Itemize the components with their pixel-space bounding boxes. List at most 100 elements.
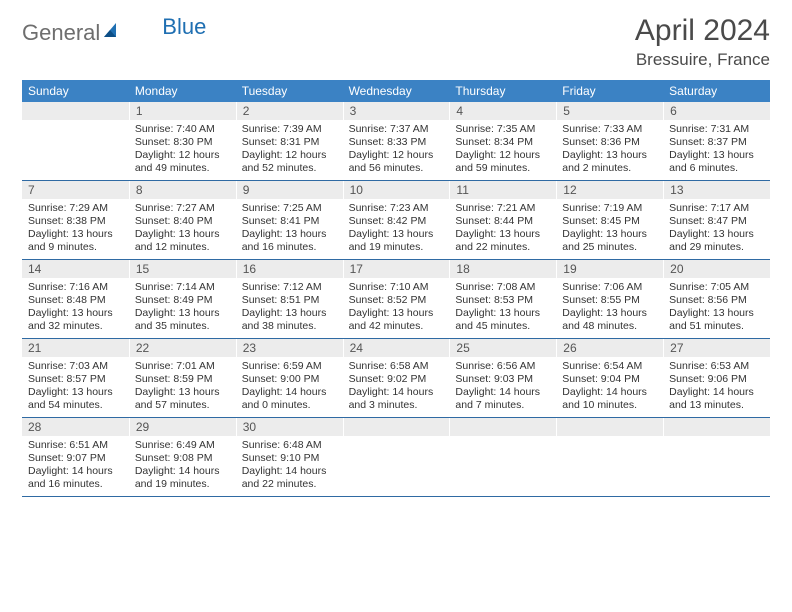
daylight-text: Daylight: 13 hours and 51 minutes.	[669, 307, 764, 333]
day-body: Sunrise: 7:08 AMSunset: 8:53 PMDaylight:…	[449, 278, 556, 338]
day-header-tue: Tuesday	[236, 80, 343, 102]
sunset-text: Sunset: 8:30 PM	[135, 136, 230, 149]
sunset-text: Sunset: 8:36 PM	[562, 136, 657, 149]
daylight-text: Daylight: 14 hours and 3 minutes.	[349, 386, 444, 412]
day-cell: 15Sunrise: 7:14 AMSunset: 8:49 PMDayligh…	[129, 260, 236, 338]
day-body: Sunrise: 7:17 AMSunset: 8:47 PMDaylight:…	[663, 199, 770, 259]
sunset-text: Sunset: 8:59 PM	[135, 373, 230, 386]
day-body: Sunrise: 7:37 AMSunset: 8:33 PMDaylight:…	[343, 120, 450, 180]
sunset-text: Sunset: 8:44 PM	[455, 215, 550, 228]
day-number: 18	[449, 260, 556, 278]
day-cell: 9Sunrise: 7:25 AMSunset: 8:41 PMDaylight…	[236, 181, 343, 259]
day-cell: 6Sunrise: 7:31 AMSunset: 8:37 PMDaylight…	[663, 102, 770, 180]
sunset-text: Sunset: 9:04 PM	[562, 373, 657, 386]
day-body: Sunrise: 6:48 AMSunset: 9:10 PMDaylight:…	[236, 436, 343, 496]
day-header-sun: Sunday	[22, 80, 129, 102]
day-body: Sunrise: 6:54 AMSunset: 9:04 PMDaylight:…	[556, 357, 663, 417]
day-number: 12	[556, 181, 663, 199]
day-body: Sunrise: 6:59 AMSunset: 9:00 PMDaylight:…	[236, 357, 343, 417]
day-cell	[22, 102, 129, 180]
daylight-text: Daylight: 12 hours and 56 minutes.	[349, 149, 444, 175]
sunset-text: Sunset: 9:00 PM	[242, 373, 337, 386]
sunrise-text: Sunrise: 7:16 AM	[28, 281, 123, 294]
day-body: Sunrise: 7:01 AMSunset: 8:59 PMDaylight:…	[129, 357, 236, 417]
day-body: Sunrise: 6:58 AMSunset: 9:02 PMDaylight:…	[343, 357, 450, 417]
sunrise-text: Sunrise: 7:06 AM	[562, 281, 657, 294]
sunset-text: Sunset: 9:06 PM	[669, 373, 764, 386]
daylight-text: Daylight: 12 hours and 49 minutes.	[135, 149, 230, 175]
day-number: 11	[449, 181, 556, 199]
day-number: 10	[343, 181, 450, 199]
daylight-text: Daylight: 13 hours and 54 minutes.	[28, 386, 123, 412]
day-cell: 7Sunrise: 7:29 AMSunset: 8:38 PMDaylight…	[22, 181, 129, 259]
day-number: 28	[22, 418, 129, 436]
sunrise-text: Sunrise: 7:35 AM	[455, 123, 550, 136]
day-cell: 26Sunrise: 6:54 AMSunset: 9:04 PMDayligh…	[556, 339, 663, 417]
day-cell: 17Sunrise: 7:10 AMSunset: 8:52 PMDayligh…	[343, 260, 450, 338]
day-cell: 3Sunrise: 7:37 AMSunset: 8:33 PMDaylight…	[343, 102, 450, 180]
day-cell: 29Sunrise: 6:49 AMSunset: 9:08 PMDayligh…	[129, 418, 236, 496]
sunset-text: Sunset: 8:55 PM	[562, 294, 657, 307]
day-number: 29	[129, 418, 236, 436]
day-cell	[449, 418, 556, 496]
sunrise-text: Sunrise: 6:54 AM	[562, 360, 657, 373]
sunrise-text: Sunrise: 7:10 AM	[349, 281, 444, 294]
sunrise-text: Sunrise: 7:27 AM	[135, 202, 230, 215]
sunset-text: Sunset: 9:03 PM	[455, 373, 550, 386]
sunset-text: Sunset: 8:33 PM	[349, 136, 444, 149]
day-cell: 2Sunrise: 7:39 AMSunset: 8:31 PMDaylight…	[236, 102, 343, 180]
day-number: 3	[343, 102, 450, 120]
sunrise-text: Sunrise: 7:29 AM	[28, 202, 123, 215]
day-body: Sunrise: 7:03 AMSunset: 8:57 PMDaylight:…	[22, 357, 129, 417]
sunrise-text: Sunrise: 7:05 AM	[669, 281, 764, 294]
day-number	[22, 102, 129, 120]
day-number: 24	[343, 339, 450, 357]
daylight-text: Daylight: 14 hours and 10 minutes.	[562, 386, 657, 412]
sunrise-text: Sunrise: 7:14 AM	[135, 281, 230, 294]
sunset-text: Sunset: 8:37 PM	[669, 136, 764, 149]
day-number: 26	[556, 339, 663, 357]
day-cell: 13Sunrise: 7:17 AMSunset: 8:47 PMDayligh…	[663, 181, 770, 259]
sunrise-text: Sunrise: 7:33 AM	[562, 123, 657, 136]
day-cell: 28Sunrise: 6:51 AMSunset: 9:07 PMDayligh…	[22, 418, 129, 496]
daylight-text: Daylight: 13 hours and 9 minutes.	[28, 228, 123, 254]
day-body: Sunrise: 7:12 AMSunset: 8:51 PMDaylight:…	[236, 278, 343, 338]
day-body: Sunrise: 7:27 AMSunset: 8:40 PMDaylight:…	[129, 199, 236, 259]
day-number: 27	[663, 339, 770, 357]
day-body: Sunrise: 7:06 AMSunset: 8:55 PMDaylight:…	[556, 278, 663, 338]
logo: General Blue	[22, 14, 206, 46]
day-body: Sunrise: 7:05 AMSunset: 8:56 PMDaylight:…	[663, 278, 770, 338]
daylight-text: Daylight: 13 hours and 29 minutes.	[669, 228, 764, 254]
daylight-text: Daylight: 13 hours and 45 minutes.	[455, 307, 550, 333]
day-number: 25	[449, 339, 556, 357]
sunset-text: Sunset: 8:52 PM	[349, 294, 444, 307]
daylight-text: Daylight: 12 hours and 59 minutes.	[455, 149, 550, 175]
sunset-text: Sunset: 9:02 PM	[349, 373, 444, 386]
day-body: Sunrise: 7:25 AMSunset: 8:41 PMDaylight:…	[236, 199, 343, 259]
daylight-text: Daylight: 14 hours and 7 minutes.	[455, 386, 550, 412]
location: Bressuire, France	[635, 50, 770, 70]
day-body: Sunrise: 7:35 AMSunset: 8:34 PMDaylight:…	[449, 120, 556, 180]
day-number: 21	[22, 339, 129, 357]
day-number: 6	[663, 102, 770, 120]
calendar: Sunday Monday Tuesday Wednesday Thursday…	[22, 80, 770, 497]
day-body: Sunrise: 7:40 AMSunset: 8:30 PMDaylight:…	[129, 120, 236, 180]
sunrise-text: Sunrise: 7:17 AM	[669, 202, 764, 215]
sunrise-text: Sunrise: 7:39 AM	[242, 123, 337, 136]
week-row: 14Sunrise: 7:16 AMSunset: 8:48 PMDayligh…	[22, 260, 770, 339]
day-body: Sunrise: 7:31 AMSunset: 8:37 PMDaylight:…	[663, 120, 770, 180]
daylight-text: Daylight: 13 hours and 32 minutes.	[28, 307, 123, 333]
day-cell: 5Sunrise: 7:33 AMSunset: 8:36 PMDaylight…	[556, 102, 663, 180]
sunrise-text: Sunrise: 7:08 AM	[455, 281, 550, 294]
title-block: April 2024 Bressuire, France	[635, 14, 770, 70]
day-number: 7	[22, 181, 129, 199]
day-body: Sunrise: 7:10 AMSunset: 8:52 PMDaylight:…	[343, 278, 450, 338]
sunset-text: Sunset: 8:41 PM	[242, 215, 337, 228]
day-number: 20	[663, 260, 770, 278]
day-cell: 22Sunrise: 7:01 AMSunset: 8:59 PMDayligh…	[129, 339, 236, 417]
sunrise-text: Sunrise: 7:12 AM	[242, 281, 337, 294]
day-body: Sunrise: 6:49 AMSunset: 9:08 PMDaylight:…	[129, 436, 236, 496]
sunset-text: Sunset: 9:07 PM	[28, 452, 123, 465]
daylight-text: Daylight: 13 hours and 16 minutes.	[242, 228, 337, 254]
sunrise-text: Sunrise: 7:01 AM	[135, 360, 230, 373]
